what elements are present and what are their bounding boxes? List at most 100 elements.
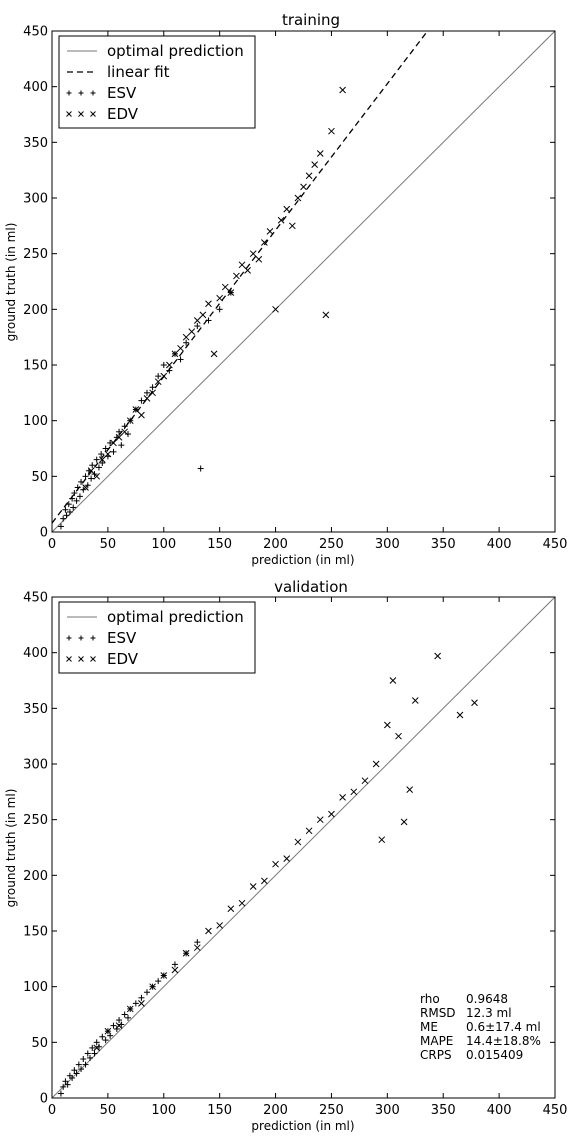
y-tick-label: 0 xyxy=(40,526,48,541)
esv-point xyxy=(138,994,145,1001)
esv-point xyxy=(80,1056,87,1063)
esv-point xyxy=(66,508,73,515)
edv-point xyxy=(255,255,263,263)
esv-point xyxy=(64,1081,71,1088)
esv-point xyxy=(69,495,76,502)
x-tick-label: 0 xyxy=(48,1103,56,1118)
edv-point xyxy=(205,300,212,308)
x-tick-label: 350 xyxy=(431,537,456,552)
esv-point xyxy=(99,459,106,466)
edv-point xyxy=(210,350,218,358)
esv-point xyxy=(95,464,102,471)
edv-point xyxy=(205,927,212,935)
legend-label: optimal prediction xyxy=(107,608,244,626)
edv-point xyxy=(182,333,190,341)
edv-point xyxy=(244,267,251,274)
y-tick-label: 300 xyxy=(23,192,48,207)
esv-point xyxy=(155,373,162,380)
edv-point xyxy=(283,855,291,862)
x-axis-label: prediction (in ml) xyxy=(251,1119,354,1133)
esv-point xyxy=(118,442,125,449)
esv-point xyxy=(194,939,201,946)
esv-point xyxy=(75,1061,82,1068)
esv-point xyxy=(110,1022,117,1029)
esv-point xyxy=(78,1066,85,1073)
edv-point xyxy=(154,378,162,386)
esv-point xyxy=(89,1044,96,1051)
x-tick-label: 450 xyxy=(543,1103,568,1118)
x-tick-label: 200 xyxy=(263,1103,288,1118)
y-tick-label: 450 xyxy=(23,591,48,606)
x-tick-label: 450 xyxy=(543,537,568,552)
edv-point xyxy=(339,794,346,801)
edv-point xyxy=(277,216,285,224)
edv-point xyxy=(93,1044,101,1052)
edv-point xyxy=(372,760,380,768)
x-axis-label: prediction (in ml) xyxy=(251,553,354,567)
edv-point xyxy=(98,456,106,463)
edv-point xyxy=(149,389,156,397)
edv-point xyxy=(199,311,207,319)
legend-marker xyxy=(78,656,84,662)
y-tick-label: 50 xyxy=(31,470,48,485)
esv-point xyxy=(60,1083,67,1090)
edv-point xyxy=(115,434,123,441)
edv-point xyxy=(316,150,324,157)
legend-marker xyxy=(66,656,72,662)
edv-point xyxy=(87,467,95,475)
esv-point xyxy=(171,961,178,968)
x-tick-label: 400 xyxy=(487,537,512,552)
x-tick-label: 50 xyxy=(100,537,117,552)
edv-point xyxy=(316,816,324,824)
edv-point xyxy=(294,838,302,846)
edv-point xyxy=(132,406,140,413)
y-tick-label: 400 xyxy=(23,80,48,95)
legend-marker xyxy=(90,111,96,117)
edv-point xyxy=(193,944,201,952)
x-tick-label: 100 xyxy=(151,1103,176,1118)
edv-point xyxy=(82,484,89,491)
y-tick-label: 200 xyxy=(23,869,48,884)
y-tick-label: 250 xyxy=(23,247,48,262)
esv-point xyxy=(84,1050,91,1057)
edv-point xyxy=(406,786,414,793)
esv-point xyxy=(177,356,184,363)
edv-point xyxy=(305,827,313,835)
esv-point xyxy=(102,1037,109,1044)
esv-point xyxy=(73,1070,80,1077)
edv-point xyxy=(233,272,240,280)
legend-marker xyxy=(78,90,84,96)
edv-point xyxy=(115,1022,123,1029)
y-tick-label: 350 xyxy=(23,702,48,717)
y-tick-label: 50 xyxy=(31,1036,48,1051)
y-tick-label: 0 xyxy=(40,1092,48,1107)
esv-point xyxy=(98,451,105,458)
edv-point xyxy=(93,472,101,480)
esv-point xyxy=(76,493,83,500)
legend-marker xyxy=(66,90,72,96)
edv-point xyxy=(216,294,224,302)
edv-point xyxy=(361,777,369,785)
y-tick-label: 250 xyxy=(23,813,48,828)
x-tick-label: 100 xyxy=(151,537,176,552)
esv-point xyxy=(216,306,223,313)
esv-point xyxy=(95,1043,102,1050)
y-tick-label: 350 xyxy=(23,136,48,151)
edv-point xyxy=(261,239,268,246)
esv-point xyxy=(194,323,201,330)
edv-point xyxy=(378,836,386,844)
edv-point xyxy=(350,788,358,796)
edv-point xyxy=(283,205,291,213)
x-tick-label: 300 xyxy=(375,537,400,552)
legend-marker xyxy=(90,90,96,96)
stats-box: rho 0.9648 RMSD 12.3 ml ME 0.6±17.4 ml MAPE 14.… xyxy=(420,992,541,1062)
legend-marker xyxy=(78,635,84,641)
esv-point xyxy=(144,989,151,996)
stat-value: 0.015409 xyxy=(466,1048,523,1062)
esv-point xyxy=(102,445,109,452)
y-tick-label: 450 xyxy=(23,25,48,40)
edv-point xyxy=(266,228,274,235)
esv-point xyxy=(155,978,162,985)
stat-label: RMSD xyxy=(420,1006,456,1020)
edv-point xyxy=(272,305,279,313)
